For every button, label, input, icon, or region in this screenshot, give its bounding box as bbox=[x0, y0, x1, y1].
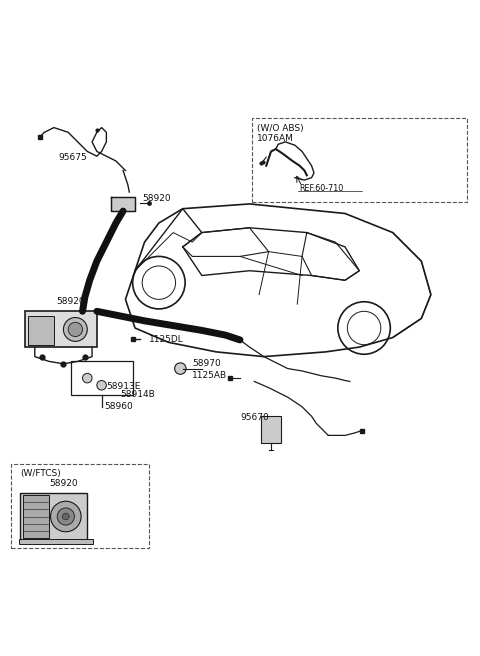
Circle shape bbox=[68, 322, 83, 337]
Text: 95670: 95670 bbox=[240, 413, 269, 422]
Text: 58913E: 58913E bbox=[107, 382, 141, 391]
Text: 1125AB: 1125AB bbox=[192, 371, 228, 380]
Text: 58920: 58920 bbox=[49, 479, 78, 487]
Text: 58960: 58960 bbox=[104, 402, 133, 411]
Bar bbox=[28, 316, 54, 344]
Circle shape bbox=[83, 373, 92, 383]
Bar bbox=[262, 417, 281, 443]
Circle shape bbox=[62, 513, 69, 520]
Text: 58970: 58970 bbox=[192, 359, 221, 368]
Bar bbox=[21, 493, 87, 541]
Circle shape bbox=[57, 508, 74, 525]
Bar bbox=[25, 312, 97, 347]
Bar bbox=[19, 539, 93, 544]
Bar bbox=[23, 495, 49, 538]
Text: 58914B: 58914B bbox=[120, 390, 156, 399]
Circle shape bbox=[50, 501, 81, 532]
Bar bbox=[111, 197, 135, 211]
Bar bbox=[252, 118, 467, 201]
Text: REF.60-710: REF.60-710 bbox=[300, 184, 344, 193]
Bar bbox=[71, 361, 132, 395]
Circle shape bbox=[175, 363, 186, 375]
Text: 58920: 58920 bbox=[142, 194, 171, 203]
Text: 1076AM: 1076AM bbox=[257, 134, 294, 143]
Bar bbox=[11, 464, 149, 548]
Circle shape bbox=[97, 380, 107, 390]
Text: 95675: 95675 bbox=[59, 153, 87, 161]
Text: 58920: 58920 bbox=[56, 297, 85, 306]
Circle shape bbox=[63, 318, 87, 341]
Text: 1125DL: 1125DL bbox=[149, 335, 184, 344]
Text: (W/FTCS): (W/FTCS) bbox=[21, 469, 61, 478]
Text: (W/O ABS): (W/O ABS) bbox=[257, 125, 303, 134]
